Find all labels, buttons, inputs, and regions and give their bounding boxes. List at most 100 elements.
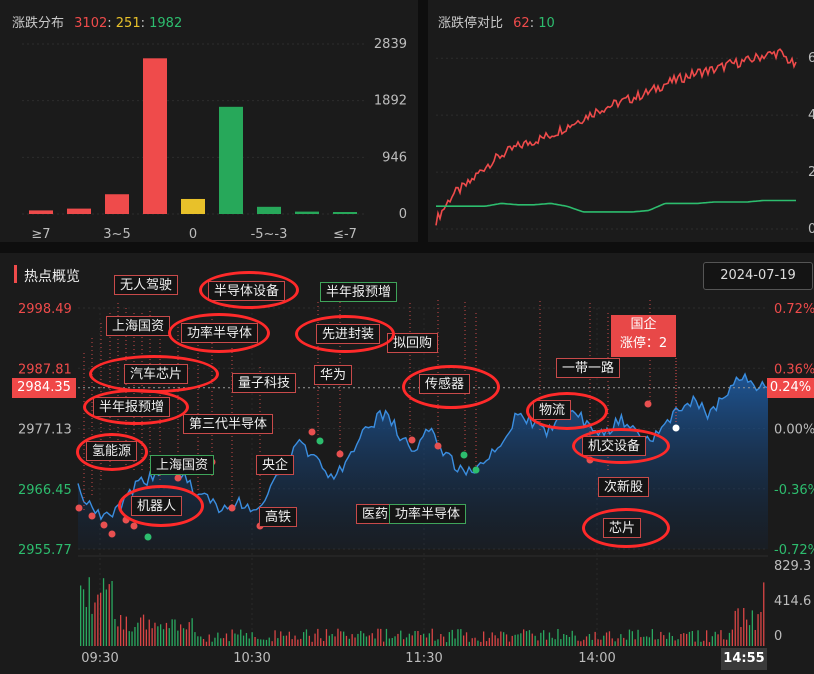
limit-compare-panel: 涨跌停对比 62: 10 6 4 2 0 (428, 0, 814, 242)
volume-bar (663, 635, 665, 646)
current-price-label: 2984.35 (12, 378, 76, 398)
event-dot (434, 442, 442, 450)
volume-bar (668, 632, 671, 646)
volume-bar (428, 633, 430, 646)
volume-bar (380, 628, 382, 646)
distribution-bar (257, 206, 281, 214)
volume-bar (320, 638, 322, 646)
volume-bar (460, 629, 462, 646)
pct-axis-label: 0.00% (774, 423, 814, 438)
hot-tag[interactable]: 央企 (256, 455, 295, 475)
highlight-ring (295, 315, 395, 353)
volume-bar (468, 641, 470, 646)
volume-bar (297, 639, 299, 646)
title-accent-bar (14, 265, 17, 283)
distribution-bar (181, 198, 205, 214)
volume-bar (80, 585, 82, 646)
volume-bar (497, 638, 499, 646)
volume-bar (328, 635, 330, 646)
volume-bar (231, 629, 233, 646)
hot-tag[interactable]: 高铁 (259, 507, 298, 527)
distribution-bar (29, 210, 53, 214)
volume-bar (214, 637, 216, 646)
price-area (78, 374, 768, 549)
volume-bar (440, 634, 442, 646)
volume-bar (403, 639, 405, 646)
volume-bar (720, 630, 722, 646)
volume-bar (371, 633, 373, 646)
volume-bar (262, 639, 265, 646)
volume-bar (157, 626, 159, 646)
volume-bar (563, 634, 565, 646)
callout-detail: 涨停：2 (619, 336, 668, 351)
volume-bar (128, 631, 130, 646)
volume-bar (125, 616, 127, 646)
hot-tag[interactable]: 上海国资 (106, 316, 171, 336)
volume-bar (97, 594, 99, 646)
distribution-bar (333, 212, 357, 214)
volume-bar (271, 641, 273, 646)
volume-bar (560, 639, 562, 646)
volume-bar (683, 633, 685, 646)
hot-tag[interactable]: 第三代半导体 (183, 414, 274, 434)
volume-bar (111, 581, 113, 646)
hot-tag[interactable]: 医药 (356, 504, 395, 524)
hot-tag[interactable]: 半年报预增 (320, 282, 398, 302)
volume-bar (751, 610, 753, 646)
volume-bar (251, 632, 253, 646)
price-axis-label: 2977.13 (18, 423, 72, 438)
volume-axis-label: 829.3 (774, 559, 811, 574)
volume-bar (120, 615, 122, 646)
volume-bar (314, 633, 316, 646)
highlight-ring (168, 313, 270, 353)
highlight-ring (582, 508, 670, 548)
event-dot (108, 530, 116, 538)
volume-bar (308, 635, 310, 646)
distribution-panel: 涨跌分布 3102: 251: 1982 2839 1892 946 0 ≥7 3~5 0 -… (0, 0, 418, 242)
volume-bar (471, 638, 473, 646)
volume-bar (451, 629, 453, 646)
hot-tag[interactable]: 一带一路 (556, 358, 621, 378)
volume-bar (760, 612, 762, 646)
volume-bar (211, 641, 213, 646)
hot-tag[interactable]: 拟回购 (387, 333, 439, 353)
x-tick-label: ≥7 (31, 227, 50, 242)
volume-bar (728, 632, 731, 646)
hot-tag[interactable]: 量子科技 (232, 373, 297, 393)
volume-bar (397, 633, 399, 646)
hot-tag[interactable]: 无人驾驶 (114, 275, 179, 295)
highlight-ring (83, 389, 189, 425)
hot-tag[interactable]: 功率半导体 (389, 504, 467, 524)
volume-bar (437, 639, 439, 646)
hot-tag[interactable]: 上海国资 (150, 455, 215, 475)
volume-bar (743, 608, 745, 646)
event-dot (644, 400, 652, 408)
volume-bar (337, 628, 339, 646)
volume-bar (534, 635, 536, 646)
volume-bar (686, 633, 688, 646)
hot-tag[interactable]: 华为 (314, 365, 353, 385)
volume-bar (714, 631, 716, 646)
volume-bar (697, 630, 699, 646)
volume-bar (131, 631, 133, 646)
volume-bar (654, 639, 656, 646)
volume-bar (623, 637, 625, 646)
volume-bar (514, 634, 516, 646)
date-selector[interactable]: 2024-07-19 (703, 262, 813, 290)
x-tick-label: -5~-3 (251, 227, 288, 242)
volume-bar (202, 639, 205, 646)
volume-bar (423, 633, 425, 646)
volume-bar (600, 639, 602, 646)
volume-bar (154, 622, 156, 646)
volume-bar (483, 631, 485, 646)
volume-bar (420, 635, 422, 646)
state-owned-callout[interactable]: 国企 涨停：2 (611, 315, 676, 357)
volume-bar (265, 639, 268, 646)
volume-bar (457, 629, 459, 646)
hot-tag[interactable]: 次新股 (598, 477, 650, 497)
volume-bar (648, 637, 651, 646)
time-axis-label: 10:30 (233, 651, 270, 666)
volume-bar (465, 632, 468, 646)
volume-bar (474, 637, 476, 646)
volume-bar (348, 638, 350, 646)
